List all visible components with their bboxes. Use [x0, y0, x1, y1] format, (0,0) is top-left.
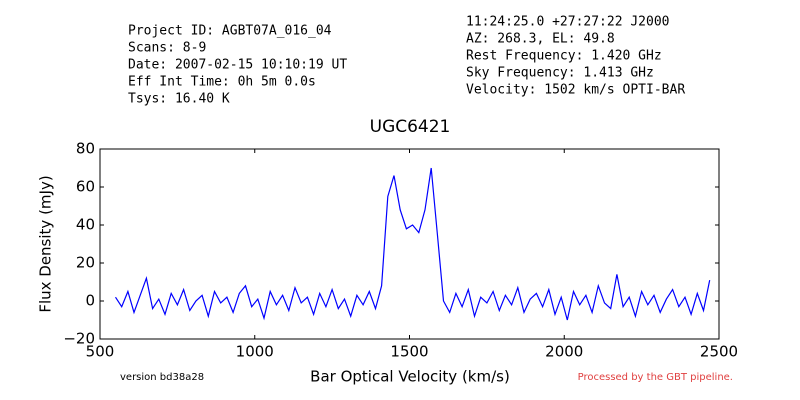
x-tick-label: 2500	[700, 343, 738, 361]
info-text: 11:24:25.0 +27:27:22 J2000	[466, 15, 670, 30]
info-text: Rest Frequency: 1.420 GHz	[466, 49, 662, 64]
y-axis-label: Flux Density (mJy)	[37, 175, 55, 312]
x-tick-label: 1500	[390, 343, 428, 361]
info-text: AZ: 268.3, EL: 49.8	[466, 32, 615, 47]
y-tick-label: 80	[76, 140, 95, 158]
info-text: Tsys: 16.40 K	[128, 92, 230, 107]
y-tick-label: −20	[63, 330, 95, 348]
info-text: Sky Frequency: 1.413 GHz	[466, 66, 654, 81]
x-tick-label: 2000	[545, 343, 583, 361]
info-text: Project ID: AGBT07A_016_04	[128, 24, 332, 39]
info-text: Eff Int Time: 0h 5m 0.0s	[128, 75, 316, 90]
y-tick-label: 0	[85, 292, 95, 310]
chart-title: UGC6421	[370, 117, 451, 137]
version-note: version bd38a28	[120, 372, 204, 383]
info-text: Date: 2007-02-15 10:10:19 UT	[128, 58, 347, 73]
info-text: Scans: 8-9	[128, 41, 206, 56]
x-tick-label: 500	[86, 343, 115, 361]
info-text: Velocity: 1502 km/s OPTI-BAR	[466, 83, 685, 98]
y-tick-label: 20	[76, 254, 95, 272]
spectrum-line	[114, 167, 711, 321]
y-tick-label: 60	[76, 178, 95, 196]
x-tick-label: 1000	[236, 343, 274, 361]
y-tick-label: 40	[76, 216, 95, 234]
pipeline-note: Processed by the GBT pipeline.	[578, 372, 733, 383]
x-axis-label: Bar Optical Velocity (km/s)	[310, 368, 510, 386]
